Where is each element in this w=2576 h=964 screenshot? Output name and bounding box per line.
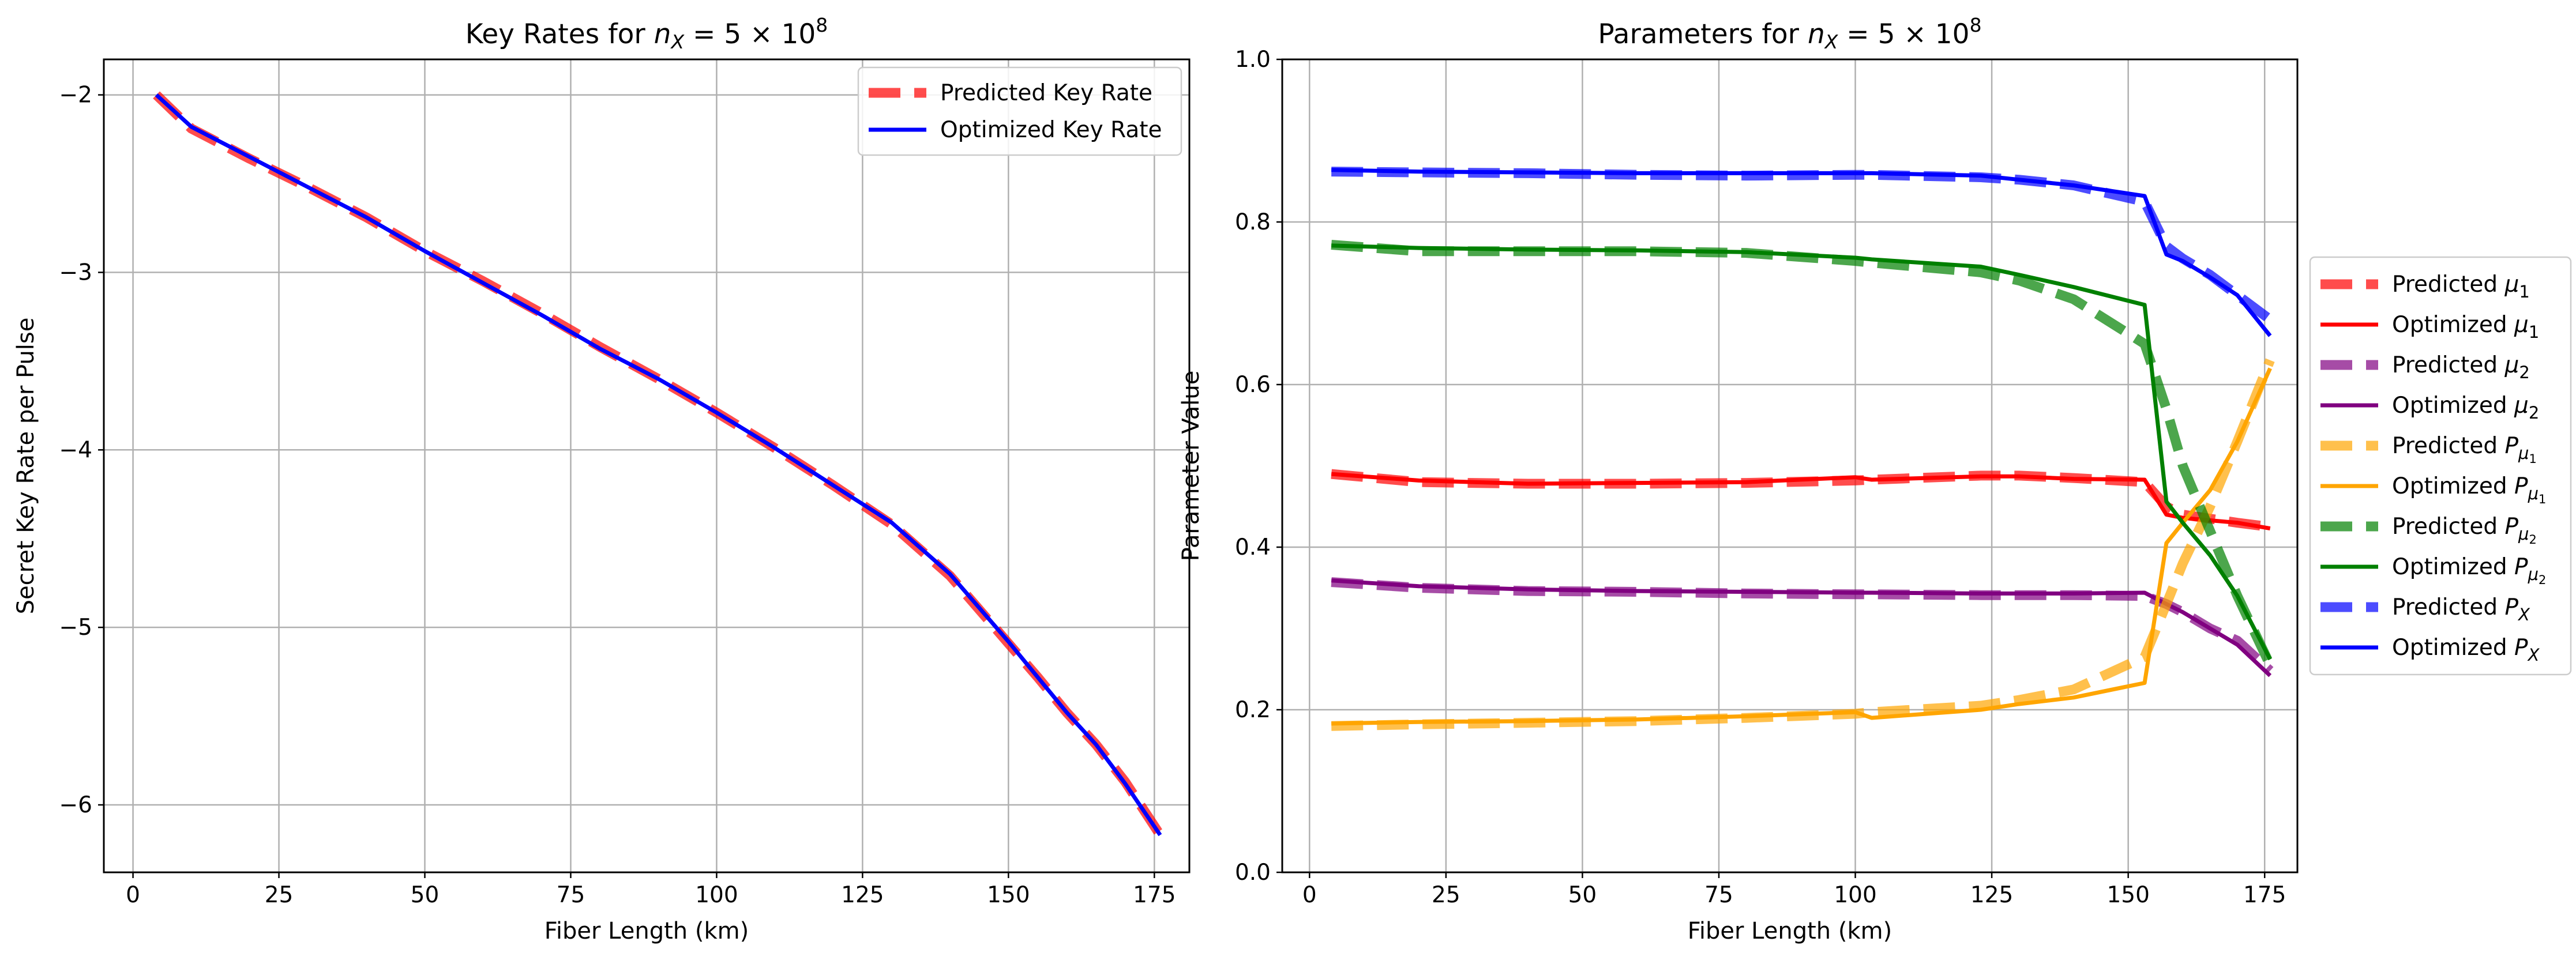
x-axis-label: Fiber Length (km) [1688, 918, 1892, 944]
x-tick-label: 100 [695, 882, 738, 908]
legend: Predicted Key Rate Optimized Key Rate [857, 66, 1182, 156]
y-tick-label: 0.8 [1235, 209, 1271, 235]
x-tick-label: 0 [126, 882, 140, 908]
series-line-optimized-2 [1331, 578, 2272, 677]
chart-title: Key Rates for nX = 5 × 108 [465, 14, 828, 53]
series-line-optimized-key-rate [155, 93, 1162, 837]
x-tick-label: 150 [2106, 882, 2149, 908]
series-line-predicted-key-rate [153, 91, 1165, 838]
chart-title: Parameters for nX = 5 × 108 [1598, 14, 1981, 53]
y-tick-label: 0.0 [1235, 860, 1271, 886]
x-tick-label: 125 [841, 882, 884, 908]
y-tick-label: −6 [59, 792, 93, 818]
y-tick-label: 0.4 [1235, 534, 1271, 560]
x-tick-label: 75 [557, 882, 585, 908]
x-tick-label: 50 [1568, 882, 1597, 908]
y-tick-label: 0.6 [1235, 372, 1271, 398]
y-tick-label: −2 [59, 82, 93, 108]
x-tick-label: 175 [2243, 882, 2286, 908]
y-tick-label: 1.0 [1235, 47, 1271, 73]
series-group [153, 91, 1165, 838]
y-axis-label: Secret Key Rate per Pulse [13, 318, 39, 615]
x-tick-label: 0 [1302, 882, 1317, 908]
legend-entry: Predicted Pμ2 [2392, 514, 2537, 547]
x-tick-label: 175 [1133, 882, 1176, 908]
x-tick-label: 25 [265, 882, 294, 908]
axes-frame [103, 58, 1191, 873]
legend-entry: Optimized Pμ2 [2392, 554, 2546, 587]
x-tick-label: 125 [1970, 882, 2013, 908]
series-line-predicted-p-2 [1331, 240, 2275, 668]
series-line-optimized-p-1 [1331, 367, 2272, 726]
x-tick-label: 75 [1704, 882, 1733, 908]
legend-entry: Optimized μ1 [2392, 312, 2539, 342]
legend-box [857, 66, 1182, 156]
y-axis-label: Parameter Value [1178, 371, 1204, 562]
series-group [1331, 167, 2275, 731]
y-tick-label: 0.2 [1235, 697, 1271, 723]
chart-panel-1: 0 25 50 75 100 125 150 175 −6 −5 −4 −3 −2 Key Rates f… [13, 14, 1191, 944]
legend-entry: Predicted Pμ1 [2392, 433, 2537, 466]
legend-entry: Optimized μ2 [2392, 393, 2539, 423]
chart-panel-2: 0 25 50 75 100 125 150 175 0.0 0.2 0.4 0.6 0.8 1.0 Par… [1178, 14, 2572, 944]
x-tick-label: 100 [1834, 882, 1876, 908]
x-tick-label: 25 [1432, 882, 1460, 908]
x-axis-label: Fiber Length (km) [545, 918, 749, 944]
legend-entry: Predicted Key Rate [940, 80, 1152, 106]
axes-frame [1281, 58, 2299, 873]
series-line-optimized-1 [1331, 472, 2271, 531]
legend-entry: Predicted PX [2392, 594, 2530, 624]
legend: Predicted μ1 Optimized μ1 Predicted μ2 Opti… [2309, 256, 2572, 676]
legend-entry: Predicted μ2 [2392, 352, 2530, 382]
legend-entry: Optimized PX [2392, 635, 2540, 665]
series-line-optimized-px [1331, 168, 2272, 337]
series-line-predicted-p-1 [1331, 358, 2275, 731]
y-tick-label: −5 [59, 615, 93, 641]
y-tick-label: −4 [59, 437, 93, 463]
x-tick-label: 150 [987, 882, 1030, 908]
x-tick-label: 50 [411, 882, 440, 908]
y-tick-label: −3 [59, 259, 93, 285]
series-line-optimized-p-2 [1331, 243, 2272, 661]
legend-entry: Predicted μ1 [2392, 272, 2530, 302]
legend-entry: Optimized Pμ1 [2392, 473, 2546, 506]
series-line-predicted-2 [1331, 577, 2274, 675]
legend-entry: Optimized Key Rate [940, 117, 1162, 143]
